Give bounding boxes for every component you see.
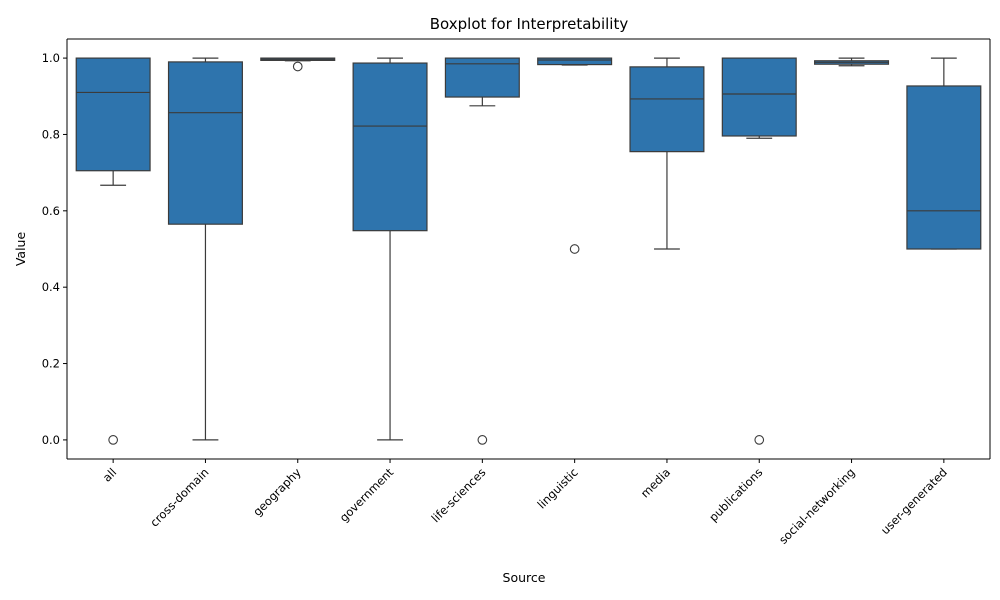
plot-area: 0.0 0.2 0.4 0.6 0.8 1.0 all cross-domain geograp… bbox=[42, 38, 991, 547]
x-tick-label-publications: publications bbox=[706, 465, 765, 524]
chart-title: Boxplot for Interpretability bbox=[430, 15, 629, 33]
y-axis-label: Value bbox=[13, 232, 28, 267]
x-tick-label-media: media bbox=[638, 465, 673, 500]
x-tick-label-all: all bbox=[100, 465, 119, 484]
box-all bbox=[75, 57, 151, 172]
y-tick-label-0: 0.0 bbox=[42, 433, 60, 447]
y-tick-label-1: 0.2 bbox=[42, 357, 60, 371]
outlier-all-0 bbox=[108, 435, 118, 445]
y-tick-label-5: 1.0 bbox=[42, 51, 60, 65]
box-linguistic bbox=[537, 57, 613, 66]
box-cross-domain bbox=[167, 61, 243, 225]
box-government bbox=[352, 62, 428, 232]
x-tick-label-social-networking: social-networking bbox=[776, 465, 858, 547]
outlier-linguistic-0 bbox=[569, 244, 580, 254]
x-tick-label-life-sciences: life-sciences bbox=[428, 465, 488, 525]
outlier-life-sciences-0 bbox=[477, 435, 488, 445]
y-tick-label-3: 0.6 bbox=[42, 204, 60, 218]
x-tick-label-government: government bbox=[337, 465, 397, 525]
x-tick-label-geography: geography bbox=[250, 465, 304, 519]
x-tick-label-linguistic: linguistic bbox=[534, 465, 580, 511]
box-life-sciences bbox=[444, 57, 520, 98]
x-axis-label: Source bbox=[503, 570, 546, 585]
box-media bbox=[629, 66, 705, 153]
x-tick-label-user-generated: user-generated bbox=[878, 465, 950, 537]
box-user-generated bbox=[906, 85, 982, 250]
outlier-geography-0 bbox=[292, 61, 303, 72]
outlier-publications-0 bbox=[754, 435, 765, 445]
y-tick-label-2: 0.4 bbox=[42, 280, 60, 294]
x-tick-label-cross-domain: cross-domain bbox=[147, 465, 211, 529]
box-publications bbox=[721, 57, 797, 137]
y-tick-label-4: 0.8 bbox=[42, 127, 60, 141]
